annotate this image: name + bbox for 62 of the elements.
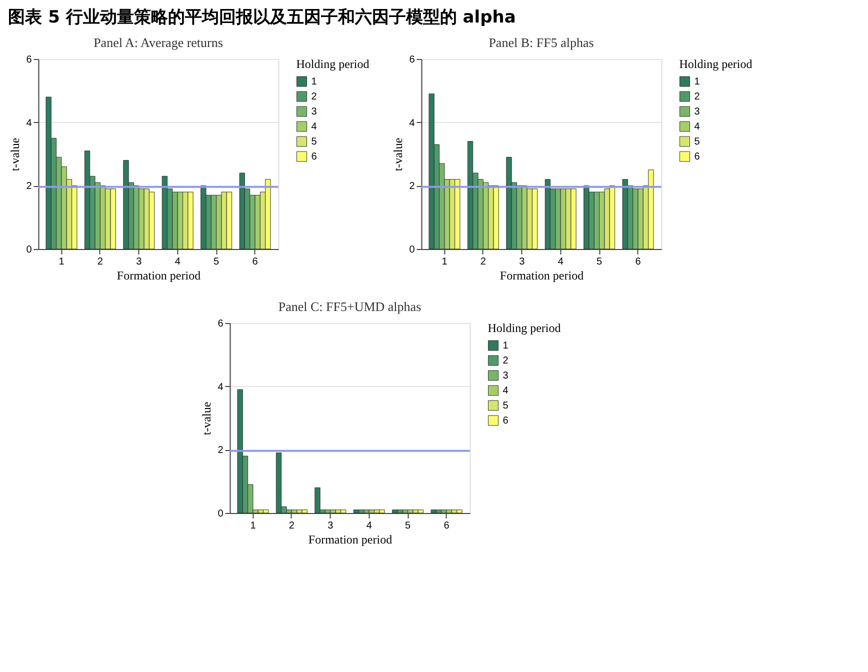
- y-tick-label: 4: [218, 382, 224, 393]
- legend-label: 5: [694, 136, 700, 148]
- x-tick-label: 1: [58, 256, 65, 268]
- y-tick-label: 6: [218, 318, 224, 330]
- x-tick-label: 6: [444, 520, 450, 532]
- x-tick-label: 4: [558, 256, 564, 268]
- y-tick-label: 4: [26, 118, 32, 129]
- legend-label: 3: [311, 106, 318, 118]
- y-tick-label: 0: [26, 244, 32, 256]
- y-tick-label: 6: [409, 54, 416, 66]
- chart-title: Panel B: FF5 alphas: [488, 35, 594, 50]
- legend-label: 6: [502, 416, 509, 426]
- y-tick-label: 6: [26, 54, 32, 66]
- text: 图表 5 行业动量策略的平均回报以及五因子和六因子模型的 alpha: [8, 8, 516, 28]
- x-tick-label: 1: [442, 256, 448, 268]
- y-axis-title: t-value: [8, 138, 22, 172]
- chart-title: Panel A: Average returns: [94, 35, 223, 50]
- legend-label: 2: [311, 92, 318, 102]
- legend-title: Holding period: [679, 57, 752, 71]
- x-axis-title: Formation period: [116, 268, 201, 282]
- x-tick-label: 4: [174, 256, 181, 268]
- legend-label: 4: [694, 122, 700, 132]
- x-tick-label: 5: [405, 520, 412, 532]
- x-tick-label: 2: [97, 256, 104, 268]
- y-tick-label: 2: [26, 181, 32, 192]
- legend-label: 6: [311, 152, 318, 162]
- y-tick-label: 0: [409, 244, 416, 256]
- bar: [353, 510, 360, 514]
- y-tick-label: 2: [409, 181, 416, 192]
- x-tick-label: 1: [250, 520, 256, 532]
- legend-label: 1: [311, 76, 318, 88]
- y-tick-label: 2: [218, 445, 224, 456]
- legend-label: 6: [694, 152, 700, 162]
- legend-label: 4: [502, 386, 509, 396]
- y-tick-label: 4: [409, 118, 416, 129]
- x-tick-label: 5: [214, 256, 220, 268]
- chart-title: Panel C: FF5+UMD alphas: [278, 299, 422, 314]
- x-tick-label: 6: [635, 256, 642, 268]
- legend-label: 1: [502, 340, 509, 352]
- x-tick-label: 3: [519, 256, 526, 268]
- y-tick-label: 0: [218, 508, 224, 520]
- legend-label: 2: [502, 356, 509, 366]
- legend-label: 1: [694, 76, 700, 88]
- legend-title: Holding period: [488, 321, 561, 335]
- y-axis-title: t-value: [200, 402, 214, 436]
- legend-label: 3: [694, 106, 700, 118]
- x-tick-label: 2: [288, 520, 295, 532]
- x-tick-label: 6: [252, 256, 258, 268]
- legend-label: 2: [694, 92, 700, 102]
- legend-label: 5: [311, 136, 318, 148]
- x-tick-label: 2: [480, 256, 486, 268]
- legend-label: 3: [502, 370, 509, 382]
- x-axis-title: Formation period: [500, 268, 584, 282]
- legend-label: 4: [311, 122, 318, 132]
- x-tick-label: 3: [328, 520, 334, 532]
- x-tick-label: 4: [366, 520, 372, 532]
- y-axis-title: t-value: [391, 138, 406, 172]
- legend-label: 5: [502, 400, 509, 412]
- x-tick-label: 3: [136, 256, 142, 268]
- x-tick-label: 5: [596, 256, 603, 268]
- x-axis-title: Formation period: [308, 532, 392, 546]
- legend-title: Holding period: [296, 57, 370, 71]
